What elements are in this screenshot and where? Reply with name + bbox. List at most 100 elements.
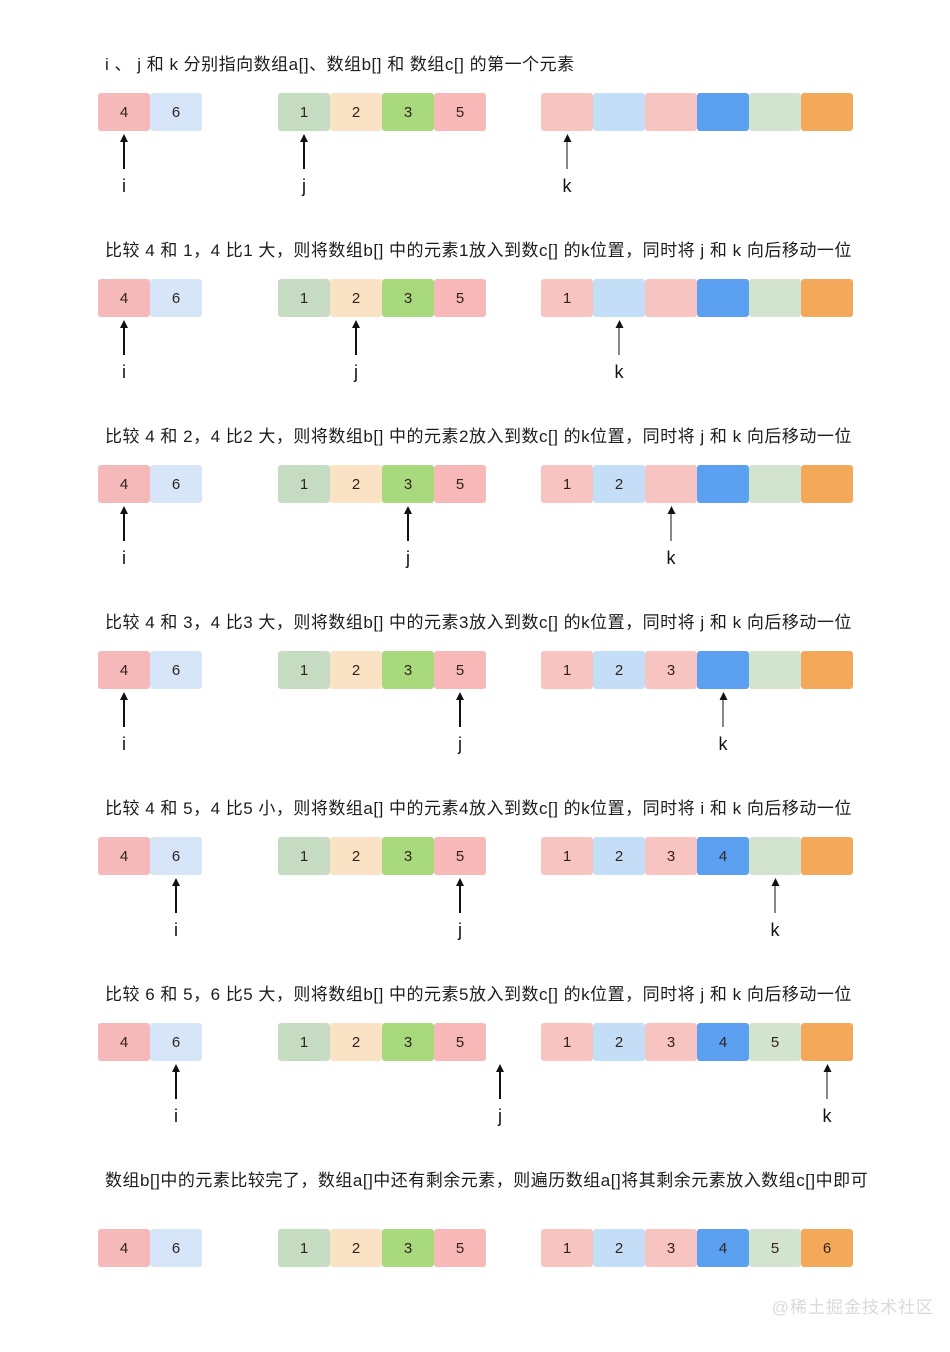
- array-cell: 1: [278, 1023, 330, 1061]
- array-cell: 4: [98, 93, 150, 131]
- array-cell: 1: [541, 1023, 593, 1061]
- arrow-head: [667, 506, 675, 514]
- array-cell: 5: [749, 1023, 801, 1061]
- array-cell: 3: [382, 1023, 434, 1061]
- step-caption: 数组b[]中的元素比较完了，数组a[]中还有剩余元素，则遍历数组a[]将其剩余元…: [105, 1171, 869, 1190]
- array-cell: 4: [697, 837, 749, 875]
- arrow-shaft: [123, 328, 125, 355]
- arrow-head: [172, 1064, 180, 1072]
- arrow-shaft: [459, 700, 461, 727]
- array-cell: [801, 651, 853, 689]
- arrow-head: [404, 506, 412, 514]
- array-cell: 2: [593, 465, 645, 503]
- arrow-head: [120, 134, 128, 142]
- up-arrow-icon: [120, 692, 128, 727]
- array-cell: [749, 93, 801, 131]
- pointer-label: k: [614, 362, 624, 382]
- array-cell: [697, 93, 749, 131]
- array-cell: 1: [278, 651, 330, 689]
- array-cell: 1: [541, 279, 593, 317]
- array-cell: 6: [801, 1229, 853, 1267]
- array-cell: 2: [330, 651, 382, 689]
- array-cell: 5: [434, 651, 486, 689]
- arrow-head: [615, 320, 623, 328]
- array-cell: 2: [330, 465, 382, 503]
- step-caption: 比较 4 和 1，4 比1 大，则将数组b[] 中的元素1放入到数c[] 的k位…: [105, 241, 852, 260]
- algorithm-step: 比较 4 和 3，4 比3 大，则将数组b[] 中的元素3放入到数c[] 的k位…: [0, 608, 950, 794]
- array-cell: 4: [98, 279, 150, 317]
- array-cell: [749, 837, 801, 875]
- pointer-label: j: [354, 362, 358, 382]
- array-cell: 2: [593, 837, 645, 875]
- arrow-shaft: [123, 514, 125, 541]
- array-cell: [801, 465, 853, 503]
- array-cell: [645, 93, 697, 131]
- up-arrow-icon: [172, 878, 180, 913]
- array-cell: [541, 93, 593, 131]
- arrow-shaft: [407, 514, 409, 541]
- array-cell: 6: [150, 465, 202, 503]
- array-cell: 4: [98, 465, 150, 503]
- array-cell: 1: [541, 837, 593, 875]
- pointer-label: i: [174, 920, 178, 940]
- array-cell: 4: [98, 1023, 150, 1061]
- pointer-label: j: [458, 920, 462, 940]
- arrow-head: [771, 878, 779, 886]
- arrow-shaft: [123, 142, 125, 169]
- arrow-shaft: [303, 142, 305, 169]
- up-arrow-icon: [719, 692, 727, 727]
- array-cell: 3: [645, 837, 697, 875]
- array-cell: 2: [330, 1023, 382, 1061]
- array-cell: 3: [645, 1229, 697, 1267]
- up-arrow-icon: [300, 134, 308, 169]
- up-arrow-icon: [563, 134, 571, 169]
- up-arrow-icon: [667, 506, 675, 541]
- up-arrow-icon: [456, 692, 464, 727]
- array-cell: 3: [382, 1229, 434, 1267]
- step-caption: 比较 4 和 5，4 比5 小，则将数组a[] 中的元素4放入到数c[] 的k位…: [105, 799, 852, 818]
- array-cell: [749, 651, 801, 689]
- arrow-head: [120, 692, 128, 700]
- pointer-label: i: [122, 176, 126, 196]
- arrow-shaft: [670, 514, 672, 541]
- array-cell: 4: [98, 837, 150, 875]
- array-cell: 5: [434, 1229, 486, 1267]
- array-cell: [801, 93, 853, 131]
- pointer-label: k: [666, 548, 676, 568]
- arrow-shaft: [618, 328, 620, 355]
- arrow-shaft: [123, 700, 125, 727]
- array-cell: [749, 279, 801, 317]
- pointer-i: i: [120, 506, 128, 569]
- pointer-label: i: [122, 734, 126, 754]
- array-cell: 3: [382, 837, 434, 875]
- pointer-i: i: [120, 134, 128, 197]
- array-cell: 3: [382, 465, 434, 503]
- array-cell: 1: [541, 465, 593, 503]
- pointer-j: j: [352, 320, 360, 383]
- array-c: k: [541, 93, 853, 196]
- array-cell: 2: [593, 1229, 645, 1267]
- array-cell: 5: [434, 465, 486, 503]
- step-caption: 比较 6 和 5，6 比5 大，则将数组b[] 中的元素5放入到数c[] 的k位…: [105, 985, 852, 1004]
- up-arrow-icon: [496, 1064, 504, 1099]
- algorithm-step: i 、 j 和 k 分别指向数组a[]、数组b[] 和 数组c[] 的第一个元素…: [0, 50, 950, 236]
- arrow-head: [120, 506, 128, 514]
- pointer-label: k: [822, 1106, 832, 1126]
- array-cell: 2: [330, 837, 382, 875]
- array-cell: 2: [593, 651, 645, 689]
- pointer-label: j: [498, 1106, 502, 1126]
- array-cell: 5: [749, 1229, 801, 1267]
- pointer-j: j: [456, 878, 464, 941]
